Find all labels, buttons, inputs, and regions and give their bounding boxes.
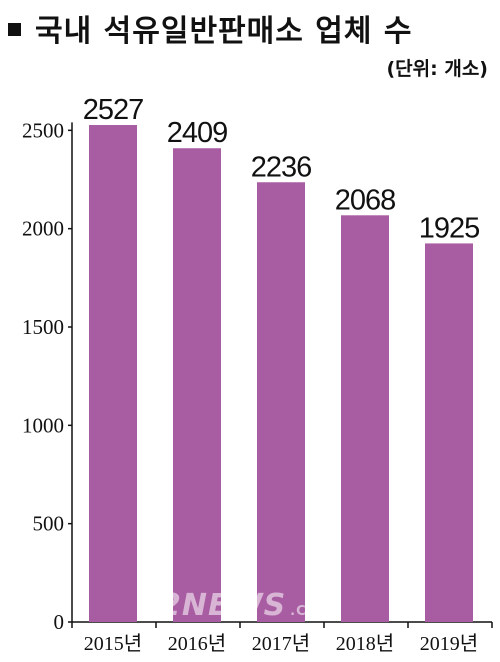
y-tick-label: 2500 bbox=[22, 118, 64, 142]
data-label: 2409 bbox=[167, 117, 228, 149]
x-tick-label: 2019년 bbox=[420, 632, 478, 655]
x-tick-label: 2015년 bbox=[84, 632, 142, 655]
title-bullet-icon bbox=[8, 22, 21, 36]
y-tick-label: 2000 bbox=[22, 217, 64, 241]
data-label: 2068 bbox=[335, 184, 396, 216]
bar bbox=[341, 215, 389, 622]
y-tick-label: 500 bbox=[33, 512, 65, 536]
data-label: 2527 bbox=[83, 94, 144, 126]
data-label: 1925 bbox=[419, 212, 480, 244]
y-tick-label: 1000 bbox=[22, 413, 64, 437]
bar bbox=[425, 243, 473, 622]
data-label: 2236 bbox=[251, 151, 312, 183]
x-tick-label: 2016년 bbox=[168, 632, 226, 655]
chart-title: 국내 석유일반판매소 업체 수 bbox=[35, 14, 413, 49]
unit-label: (단위: 개소) bbox=[386, 58, 488, 80]
y-tick-label: 0 bbox=[54, 610, 65, 634]
bar bbox=[89, 125, 137, 623]
bar bbox=[173, 148, 221, 623]
x-tick-label: 2018년 bbox=[336, 632, 394, 655]
bar bbox=[257, 182, 305, 622]
x-tick-label: 2017년 bbox=[252, 632, 310, 655]
y-tick-label: 1500 bbox=[22, 315, 64, 339]
chart-title-row: 국내 석유일반판매소 업체 수 bbox=[8, 8, 413, 49]
